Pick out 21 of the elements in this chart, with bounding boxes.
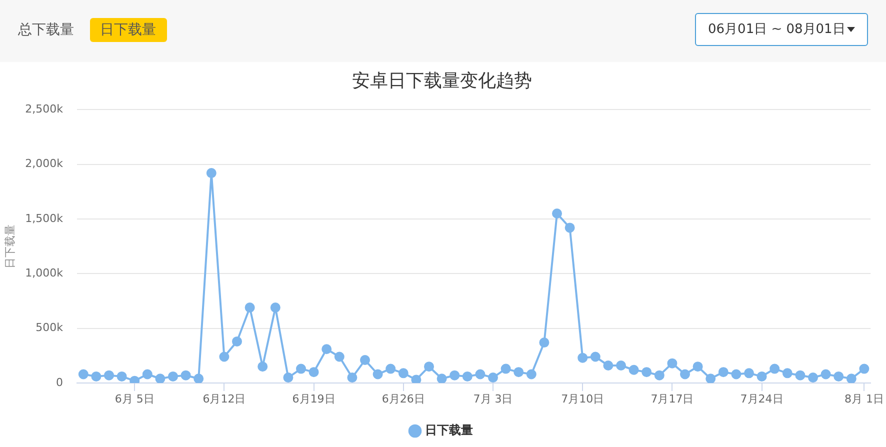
x-tick-label: 7月17日 — [650, 392, 694, 406]
text: 06月01日 ~ 08月01日 — [708, 21, 846, 39]
x-tick-label: 6月26日 — [382, 392, 425, 406]
legend-label: 日下载量 — [425, 423, 473, 438]
y-tick-label: 2,500k — [25, 102, 64, 116]
text: 日下载量 — [100, 21, 156, 40]
x-tick-label: 6月19日 — [292, 392, 336, 406]
y-tick-label: 1,500k — [25, 212, 64, 225]
y-tick-label: 1,000k — [25, 266, 64, 280]
chart-title: 安卓日下载量变化趋势 — [352, 70, 532, 92]
x-tick-label: 7月24日 — [740, 392, 784, 406]
x-tick-label: 8月 1日 — [844, 392, 884, 406]
x-tick-label: 7月 3日 — [473, 392, 513, 406]
x-tick-label: 7月10日 — [561, 392, 604, 406]
y-tick-label: 500k — [36, 321, 64, 334]
x-tick-label: 6月 5日 — [114, 392, 154, 406]
y-tick-label: 0 — [56, 376, 63, 389]
x-tick-label: 6月12日 — [202, 392, 246, 406]
y-axis-title: 日下载量 — [3, 224, 16, 268]
y-tick-label: 2,000k — [25, 157, 64, 170]
text: 总下载量 — [18, 21, 74, 40]
